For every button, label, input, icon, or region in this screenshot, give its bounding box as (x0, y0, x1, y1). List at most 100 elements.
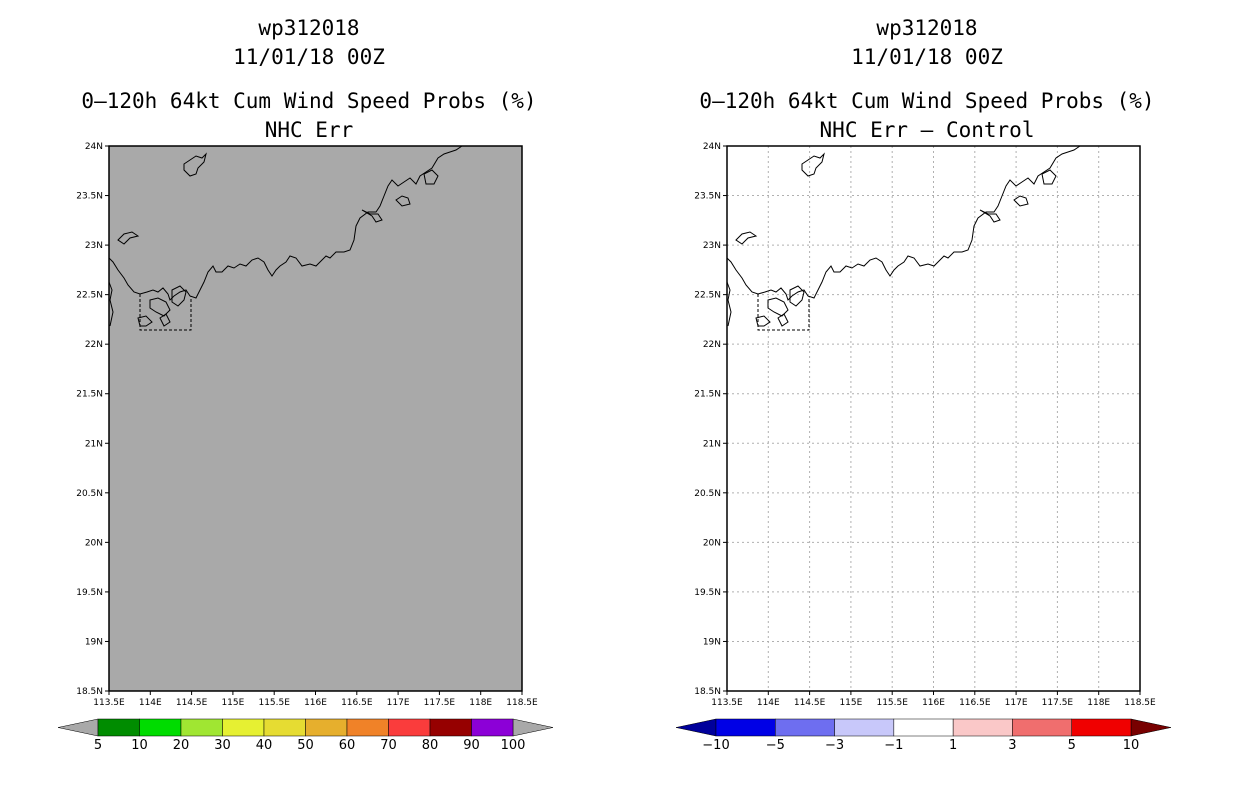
colorbar-label: −10 (702, 738, 729, 753)
colorbar-label: 3 (1008, 738, 1016, 753)
y-tick-label: 21.5N (76, 390, 103, 400)
map-plot: 113.5E 114E 114.5E 115E 115.5E 116E 116.5E 117E… (675, 142, 1172, 753)
colorbar-swatch (388, 718, 431, 737)
right-panel: wp312018 11/01/18 00Z 0–120h 64kt Cum Wi… (618, 0, 1236, 800)
plot-area (109, 146, 522, 691)
colorbar-swatch (952, 718, 1013, 737)
panel-title-date: 11/01/18 00Z (851, 45, 1003, 69)
border-boundary (757, 294, 810, 331)
x-tick-label: 116E (922, 698, 945, 708)
colorbar-label: 5 (94, 738, 102, 753)
panel-title-subtitle: NHC Err – Control (819, 118, 1035, 142)
island-outline (361, 209, 383, 223)
colorbar-swatch (775, 718, 835, 737)
colorbar-swatch (97, 718, 140, 737)
colorbar-swatch (305, 718, 348, 737)
x-tick-label: 113.5E (93, 698, 125, 708)
x-tick-label: 113.5E (711, 698, 743, 708)
y-tick-label: 24N (85, 142, 103, 152)
coastline-west (726, 281, 732, 327)
colorbar-swatch (1012, 718, 1072, 737)
colorbar-label: 100 (501, 738, 526, 753)
x-tick-label: 114.5E (794, 698, 826, 708)
island-outline (171, 285, 187, 307)
colorbar-label: −3 (825, 738, 844, 753)
x-tick-label: 117.5E (424, 698, 456, 708)
island-outline (117, 231, 140, 245)
colorbar-swatch (715, 718, 776, 737)
colorbar-label: 5 (1068, 738, 1076, 753)
panel-title-subtitle: NHC Err (264, 118, 354, 142)
y-tick-label: 20.5N (694, 489, 721, 499)
coastline (108, 145, 463, 331)
colorbar-swatch (893, 718, 954, 737)
x-tick-label: 118E (1087, 698, 1110, 708)
colorbar-swatch (263, 718, 306, 737)
island-outline (979, 209, 1001, 223)
x-tick-label: 117.5E (1042, 698, 1074, 708)
y-tick-label: 19N (85, 637, 103, 647)
panel-title-storm-id: wp312018 (876, 16, 978, 40)
island-outline (777, 313, 789, 327)
colorbar-swatch (139, 718, 182, 737)
coastline (726, 145, 1081, 331)
coastline-mainland (108, 145, 463, 301)
colorbar: 5 10 20 30 40 50 60 70 80 90 100 (57, 718, 554, 753)
x-tick-label: 116.5E (959, 698, 991, 708)
y-tick-label: 19.5N (76, 588, 103, 598)
y-tick-label: 23.5N (694, 192, 721, 202)
colorbar-left-triangle (675, 718, 717, 737)
island-outline (767, 297, 789, 317)
colorbar-label: 80 (422, 738, 439, 753)
colorbar-label: 40 (256, 738, 273, 753)
x-tick-label: 118.5E (1124, 698, 1156, 708)
y-tick-label: 18.5N (694, 687, 721, 697)
colorbar-swatch (222, 718, 265, 737)
y-tick-label: 24N (703, 142, 721, 152)
colorbar-swatch (1071, 718, 1132, 737)
border-boundary (139, 294, 192, 331)
panel-title-product: 0–120h 64kt Cum Wind Speed Probs (%) (81, 89, 537, 113)
coastline-west (108, 281, 114, 327)
island-outline (183, 152, 207, 177)
island-outline (1041, 169, 1057, 185)
y-tick-label: 21N (85, 439, 103, 449)
y-tick-label: 18.5N (76, 687, 103, 697)
y-tick-label: 22.5N (76, 291, 103, 301)
y-tick-label: 22N (85, 340, 103, 350)
island-outline (801, 152, 825, 177)
map-plot: 113.5E 114E 114.5E 115E 115.5E 116E 116.5E 117E… (57, 142, 554, 753)
panel-title-date: 11/01/18 00Z (233, 45, 385, 69)
colorbar-label: 20 (173, 738, 190, 753)
colorbar-swatch (471, 718, 514, 737)
left-panel: wp312018 11/01/18 00Z 0–120h 64kt Cum Wi… (57, 16, 554, 753)
colorbar-right-triangle (512, 718, 554, 737)
panel-title-product: 0–120h 64kt Cum Wind Speed Probs (%) (699, 89, 1155, 113)
grid-lines (727, 146, 1140, 691)
colorbar-right-triangle (1130, 718, 1172, 737)
colorbar-swatch (180, 718, 223, 737)
coastline-mainland (726, 145, 1081, 301)
island-outline (789, 285, 805, 307)
island-outline (1013, 195, 1029, 207)
island-outline (149, 297, 171, 317)
x-tick-label: 115.5E (258, 698, 290, 708)
y-tick-label: 19N (703, 637, 721, 647)
colorbar-label: 70 (380, 738, 397, 753)
colorbar-label: 10 (131, 738, 148, 753)
colorbar-swatch (346, 718, 389, 737)
y-tick-label: 20N (703, 538, 721, 548)
y-tick-label: 22N (703, 340, 721, 350)
y-tick-label: 20N (85, 538, 103, 548)
colorbar-label: 90 (463, 738, 480, 753)
x-tick-label: 116.5E (341, 698, 373, 708)
axis-ticks: 113.5E 114E 114.5E 115E 115.5E 116E 116.5E 117E… (694, 142, 1156, 708)
panel-title-storm-id: wp312018 (258, 16, 360, 40)
colorbar-label: 1 (949, 738, 957, 753)
x-tick-label: 117E (387, 698, 410, 708)
x-tick-label: 115E (221, 698, 244, 708)
axis-ticks: 113.5E 114E 114.5E 115E 115.5E 116E 116.5E 117E… (76, 142, 538, 708)
colorbar-swatch (429, 718, 472, 737)
x-tick-label: 117E (1005, 698, 1028, 708)
colorbar-label: −1 (884, 738, 903, 753)
